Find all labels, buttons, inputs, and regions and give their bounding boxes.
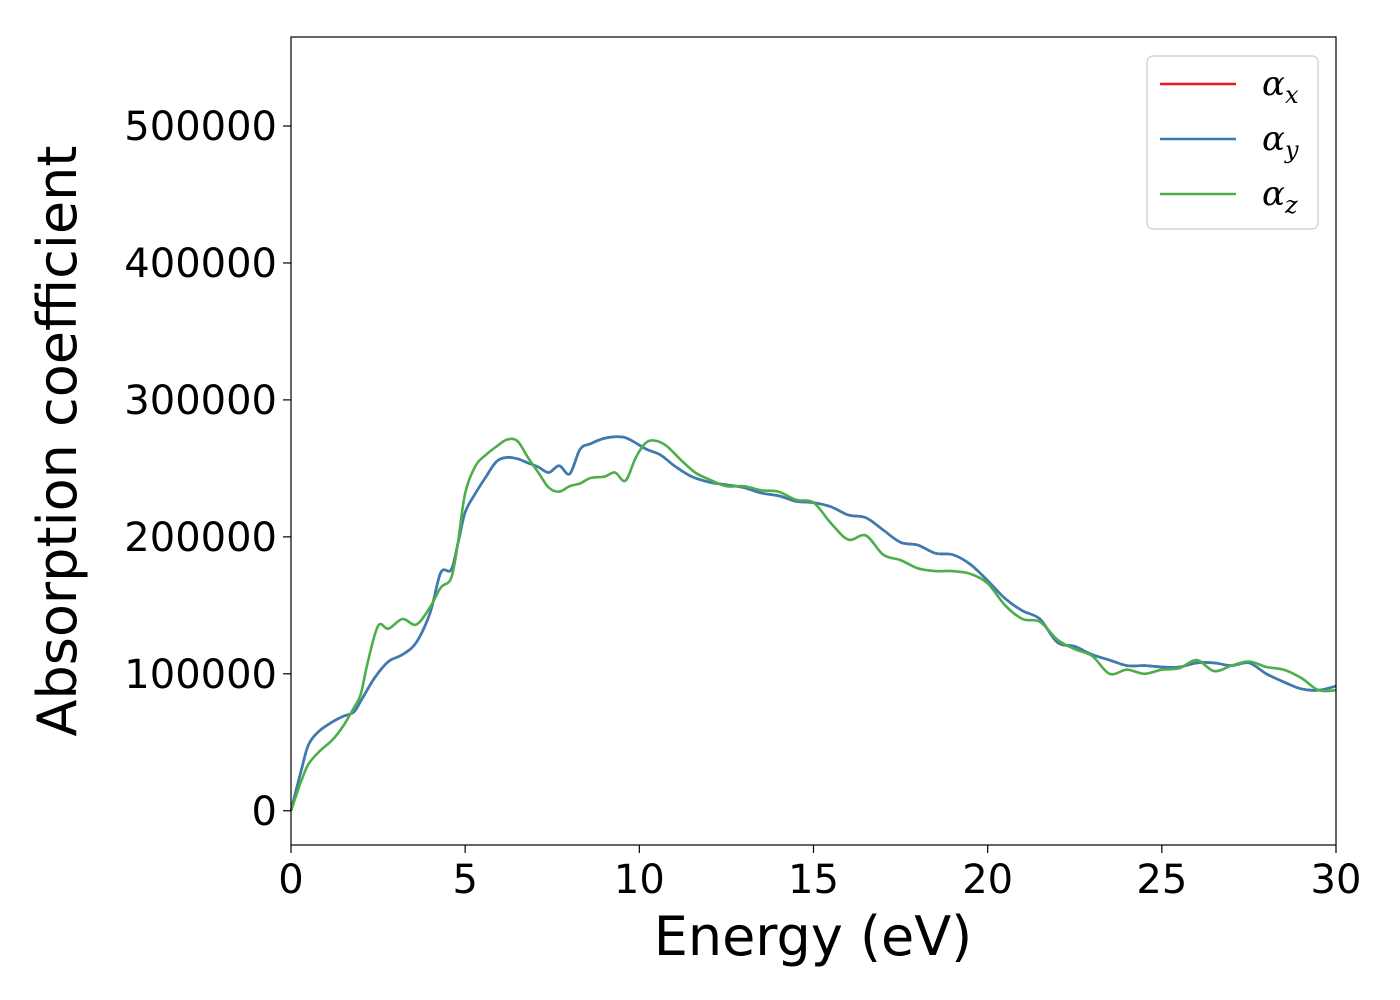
x-tick-label: 30 xyxy=(1311,857,1362,903)
legend-box xyxy=(1146,55,1319,230)
x-tick-label: 15 xyxy=(788,857,839,903)
x-tick-label: 25 xyxy=(1136,857,1187,903)
plot-lines xyxy=(289,435,1337,812)
y-axis: 0 100000 200000 300000 400000 500000 xyxy=(124,104,291,835)
y-axis-label: Absorption coefficient xyxy=(26,146,89,737)
x-tick-label: 10 xyxy=(614,857,665,903)
y-tick-label: 300000 xyxy=(124,378,277,424)
legend-label-z: αz xyxy=(1262,174,1298,219)
y-tick-label: 400000 xyxy=(124,241,277,287)
x-tick-label: 0 xyxy=(278,857,303,903)
x-tick-label: 5 xyxy=(452,857,477,903)
x-axis: 0 5 10 15 20 25 30 xyxy=(278,845,1361,903)
y-tick-label: 200000 xyxy=(124,515,277,561)
y-tick-label: 500000 xyxy=(124,104,277,150)
series-line-y xyxy=(289,435,1337,812)
legend: αx αy αz xyxy=(1146,55,1319,230)
x-tick-label: 20 xyxy=(962,857,1013,903)
y-tick-label: 0 xyxy=(252,789,277,835)
legend-label-y: αy xyxy=(1262,119,1299,164)
series-line-z xyxy=(289,437,1337,812)
y-tick-label: 100000 xyxy=(124,652,277,698)
x-axis-label: Energy (eV) xyxy=(654,905,973,968)
legend-label-x: αx xyxy=(1262,64,1299,109)
